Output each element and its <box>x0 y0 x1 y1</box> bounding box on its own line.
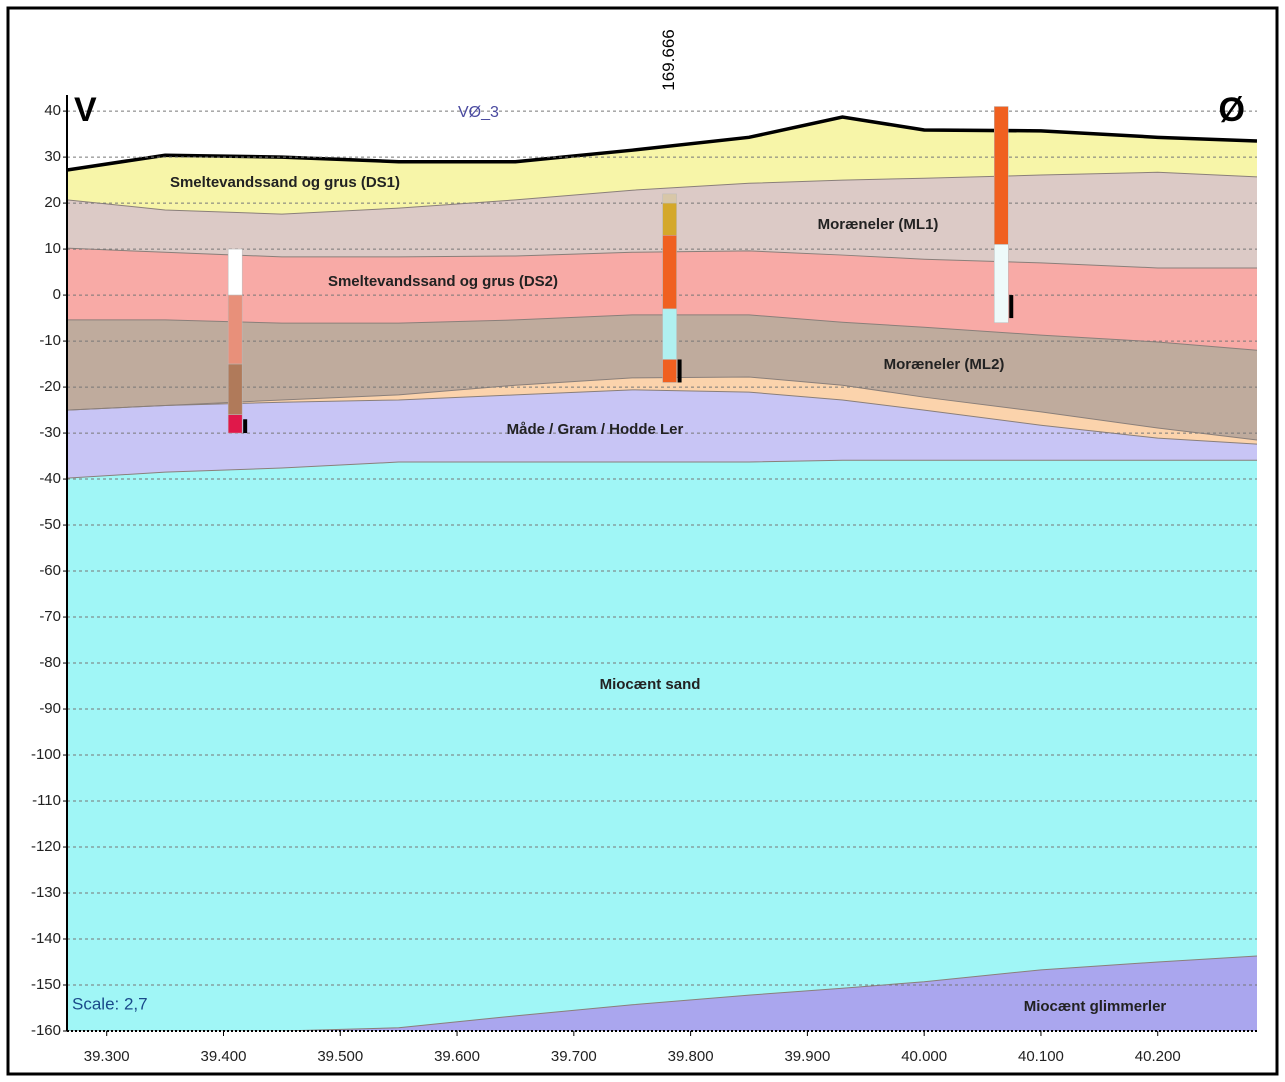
x-tick-label: 39.400 <box>201 1048 247 1065</box>
layer-label: Miocænt glimmerler <box>1024 998 1167 1015</box>
borehole-segment <box>228 249 242 295</box>
layer-label: Smeltevandssand og grus (DS2) <box>328 273 558 290</box>
y-tick-label: -10 <box>39 332 61 349</box>
east-label: Ø <box>1219 91 1245 129</box>
x-tick-label: 39.300 <box>84 1048 130 1065</box>
x-tick-label: 40.100 <box>1018 1048 1064 1065</box>
x-tick-label: 39.600 <box>434 1048 480 1065</box>
borehole-segment <box>228 295 242 364</box>
west-label: V <box>74 91 97 129</box>
water-level <box>243 419 247 433</box>
y-tick-label: -40 <box>39 470 61 487</box>
y-tick-label: -70 <box>39 608 61 625</box>
scale-note: Scale: 2,7 <box>72 994 148 1013</box>
x-tick-label: 39.900 <box>784 1048 830 1065</box>
layer-label: Miocænt sand <box>600 676 701 693</box>
chart: Smeltevandssand og grus (DS1) Moræneler (… <box>0 0 1285 1082</box>
plot-area <box>67 111 1257 1036</box>
borehole-segment <box>228 415 242 433</box>
x-tick-label: 40.200 <box>1135 1048 1181 1065</box>
borehole-segment <box>228 364 242 415</box>
y-tick-label: -30 <box>39 424 61 441</box>
water-level <box>678 359 682 382</box>
borehole-label: 169.666 <box>659 29 678 90</box>
y-tick-label: -120 <box>31 838 61 855</box>
layer-label: Moræneler (ML2) <box>884 356 1005 373</box>
y-tick-label: 0 <box>53 286 61 303</box>
layer-label: Måde / Gram / Hodde Ler <box>507 421 684 438</box>
profile-name: VØ_3 <box>458 104 499 121</box>
borehole-segment <box>663 203 677 235</box>
y-tick-label: -60 <box>39 562 61 579</box>
y-tick-label: -150 <box>31 976 61 993</box>
y-tick-label: -160 <box>31 1022 61 1039</box>
y-tick-label: 10 <box>44 240 61 257</box>
y-tick-label: -50 <box>39 516 61 533</box>
borehole-segment <box>663 359 677 382</box>
y-tick-label: 40 <box>44 102 61 119</box>
x-tick-label: 39.800 <box>668 1048 714 1065</box>
borehole-segment <box>994 244 1008 322</box>
borehole-segment <box>663 235 677 309</box>
x-tick-label: 39.500 <box>317 1048 363 1065</box>
y-tick-label: -20 <box>39 378 61 395</box>
borehole-segment <box>663 194 677 203</box>
layer-label: Moræneler (ML1) <box>818 216 939 233</box>
layer <box>67 460 1257 1031</box>
y-tick-label: -130 <box>31 884 61 901</box>
y-tick-label: -80 <box>39 654 61 671</box>
borehole-segment <box>994 106 1008 244</box>
y-tick-label: 20 <box>44 194 61 211</box>
water-level <box>1009 295 1013 318</box>
y-tick-label: -140 <box>31 930 61 947</box>
y-tick-label: -110 <box>32 792 61 809</box>
borehole-segment <box>663 309 677 360</box>
y-tick-label: -100 <box>31 746 61 763</box>
y-tick-label: 30 <box>44 148 61 165</box>
x-tick-label: 39.700 <box>551 1048 597 1065</box>
layer-label: Smeltevandssand og grus (DS1) <box>170 174 400 191</box>
y-tick-label: -90 <box>39 700 61 717</box>
x-tick-label: 40.000 <box>901 1048 947 1065</box>
